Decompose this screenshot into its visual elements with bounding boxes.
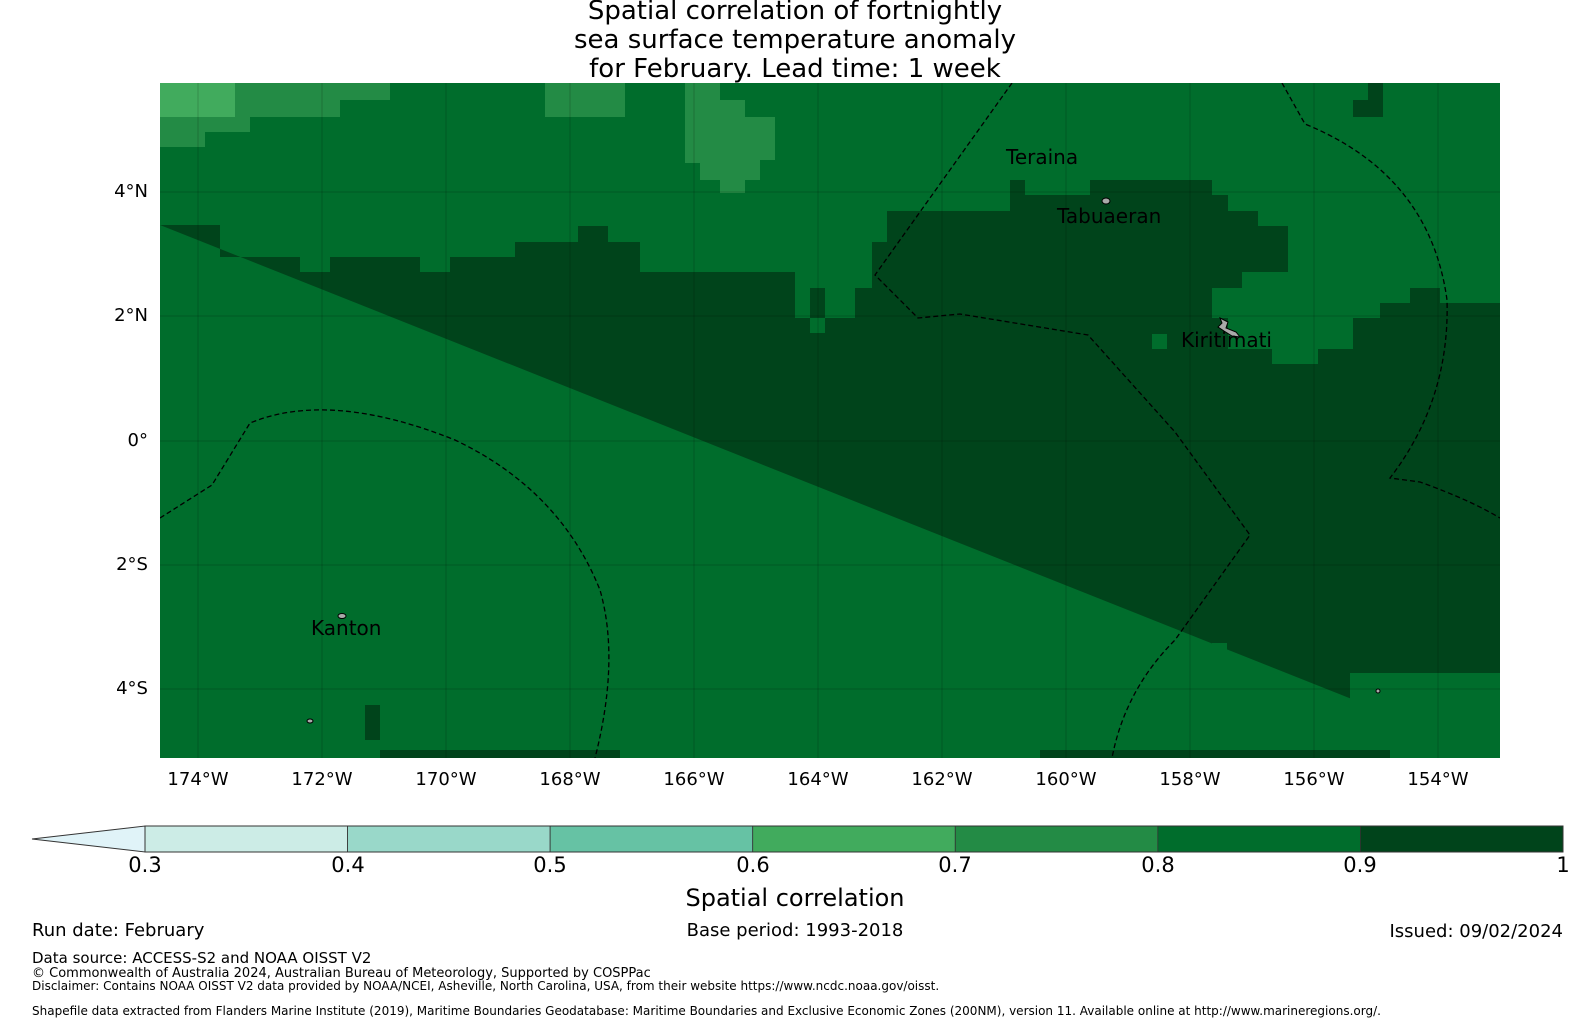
disclaimer: Disclaimer: Contains NOAA OISST V2 data … — [32, 979, 940, 993]
colorbar-tick-label: 0.5 — [533, 853, 567, 877]
graticule — [160, 83, 1500, 758]
colorbar-tick-label: 0.3 — [128, 853, 162, 877]
lon-tick-label: 164°W — [787, 769, 849, 790]
colorbar-segment — [549, 825, 754, 853]
place-label-kanton: Kanton — [311, 616, 382, 640]
lat-tick-label: 4°S — [116, 678, 148, 699]
zone-08-patch — [220, 612, 235, 642]
base-period: Base period: 1993-2018 — [686, 920, 904, 941]
place-label-kiritimati: Kiritimati — [1181, 328, 1272, 352]
lon-tick-label: 156°W — [1283, 769, 1345, 790]
colorbar-tick-label: 0.8 — [1141, 853, 1175, 877]
colorbar-outline — [144, 825, 1564, 853]
colorbar-title: Spatial correlation — [685, 884, 905, 912]
lon-tick-label: 158°W — [1159, 769, 1221, 790]
issued-date: Issued: 09/02/2024 — [1389, 921, 1563, 942]
lat-tick-label: 4°N — [114, 181, 148, 202]
colorbar-tick-label: 0.9 — [1343, 853, 1377, 877]
zone-09-patch — [1353, 100, 1383, 117]
zone-07-north-center — [685, 83, 775, 193]
lon-tick-label: 174°W — [167, 769, 229, 790]
colorbar-segment — [144, 825, 348, 853]
kanton-island — [337, 613, 347, 619]
colorbar-tick-label: 0.7 — [938, 853, 972, 877]
lat-tick-label: 2°N — [114, 305, 148, 326]
tabuaeran-island — [1101, 197, 1111, 205]
colorbar-segment — [752, 825, 956, 853]
eez-boundaries — [160, 83, 1500, 758]
colorbar-tick-label: 0.4 — [331, 853, 365, 877]
colorbar-tick-label: 0.6 — [736, 853, 770, 877]
data-source: Data source: ACCESS-S2 and NOAA OISST V2 — [32, 949, 372, 967]
title-line-1: Spatial correlation of fortnightly — [587, 0, 1003, 26]
lon-tick-label: 166°W — [663, 769, 725, 790]
zone-08-south — [620, 705, 1040, 758]
zone-08-patch — [1212, 643, 1227, 658]
lon-tick-label: 170°W — [415, 769, 477, 790]
lon-tick-label: 162°W — [911, 769, 973, 790]
colorbar-segment — [1157, 825, 1361, 853]
zone-09-patch — [780, 272, 795, 288]
zone-08-southwest — [160, 643, 380, 758]
colorbar-tick-label: 1 — [1556, 853, 1570, 877]
copyright: © Commonwealth of Australia 2024, Austra… — [32, 966, 651, 981]
title-line-2: sea surface temperature anomaly — [574, 25, 1016, 55]
place-label-teraina: Teraina — [1006, 145, 1079, 169]
lon-tick-label: 168°W — [539, 769, 601, 790]
colorbar — [31, 825, 1564, 853]
zone-08-patch — [795, 288, 810, 318]
zone-08-patch — [825, 288, 855, 318]
zone-08-patch — [235, 627, 280, 657]
lat-tick-label: 2°S — [116, 554, 148, 575]
kiritimati-island — [1217, 316, 1242, 338]
title-line-3: for February. Lead time: 1 week — [589, 54, 1001, 84]
islands — [306, 197, 1381, 724]
run-date: Run date: February — [32, 920, 205, 941]
small-island — [306, 718, 314, 724]
lon-tick-label: 172°W — [291, 769, 353, 790]
zone-08-southeast — [1350, 673, 1500, 758]
lat-tick-label: 0° — [127, 430, 148, 451]
colorbar-extend-triangle — [31, 825, 146, 853]
shapefile-credit: Shapefile data extracted from Flanders M… — [32, 1004, 1381, 1018]
zone-09-patch — [1368, 83, 1383, 100]
small-island — [1375, 688, 1381, 694]
colorbar-segment — [347, 825, 551, 853]
lon-tick-label: 160°W — [1035, 769, 1097, 790]
zone-06-patch — [160, 83, 235, 117]
colorbar-segment — [1360, 825, 1564, 853]
place-label-tabuaeran: Tabuaeran — [1057, 204, 1162, 228]
zone-08-patch — [1167, 735, 1182, 750]
zone-08-patch — [160, 288, 172, 303]
zone-07-patch — [545, 83, 625, 117]
map-area — [160, 83, 1500, 758]
zone-09-central — [160, 180, 1500, 758]
colorbar-segment — [954, 825, 1159, 853]
zone-08-patch — [810, 318, 825, 333]
lon-tick-label: 154°W — [1407, 769, 1469, 790]
